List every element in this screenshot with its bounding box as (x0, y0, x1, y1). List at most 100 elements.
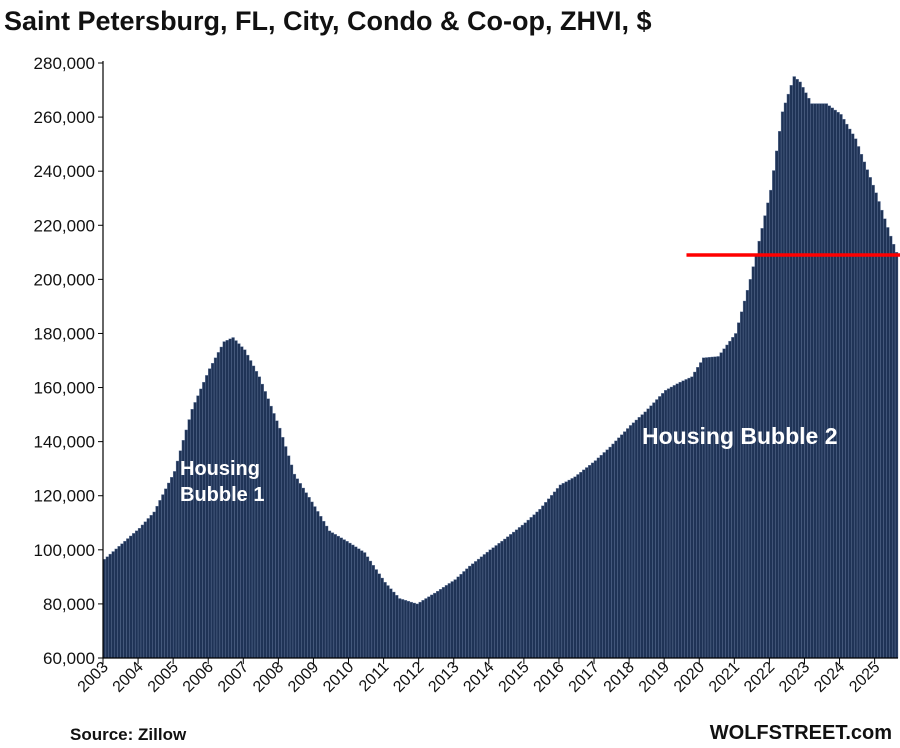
bar (418, 601, 422, 659)
bar (190, 409, 194, 659)
bar (126, 538, 130, 659)
bar (693, 371, 697, 659)
bar (351, 544, 355, 659)
bar (386, 585, 390, 659)
x-tick-label: 2020 (671, 659, 708, 696)
bar (421, 600, 425, 659)
bar (462, 571, 466, 659)
x-tick-label: 2004 (110, 659, 147, 696)
bar (731, 337, 735, 659)
bar (634, 419, 639, 659)
bar (284, 446, 288, 659)
bar (757, 240, 761, 659)
bar (134, 530, 139, 659)
bar (623, 431, 627, 659)
bar (497, 543, 501, 659)
bar (500, 540, 504, 659)
bar (795, 79, 799, 659)
bar (140, 524, 145, 659)
bar (611, 443, 615, 659)
bar (132, 533, 136, 659)
y-tick-label: 140,000 (34, 433, 95, 452)
bar (210, 363, 215, 659)
bar (608, 446, 612, 659)
bar (798, 81, 802, 659)
bar (725, 344, 729, 659)
bar (579, 471, 583, 659)
bar (301, 487, 305, 659)
bar (851, 133, 855, 659)
bar (330, 532, 335, 659)
bar (722, 348, 726, 659)
bar (275, 420, 279, 659)
bar (588, 465, 592, 659)
bar (398, 598, 402, 659)
bar (491, 547, 495, 659)
bar (696, 367, 700, 659)
x-tick-label: 2018 (601, 659, 638, 696)
bar (713, 356, 717, 659)
bar (865, 169, 869, 659)
x-tick-label: 2016 (531, 659, 568, 696)
bar (152, 511, 156, 659)
bar (614, 440, 618, 659)
bar (570, 478, 574, 659)
bar (739, 311, 744, 659)
bar (327, 530, 332, 659)
x-tick-label: 2013 (425, 659, 462, 696)
bar (178, 450, 183, 659)
bar (593, 460, 598, 659)
bar (365, 556, 370, 659)
bar (345, 541, 349, 659)
bar (842, 119, 846, 659)
bar (117, 546, 121, 659)
bar (161, 494, 165, 659)
bar (631, 422, 636, 659)
bar (552, 491, 557, 659)
bar (889, 235, 893, 659)
bar (523, 522, 527, 659)
bar (108, 553, 112, 659)
x-tick-label: 2021 (706, 659, 743, 696)
bar (848, 128, 852, 659)
bar (699, 362, 703, 659)
bar (172, 471, 177, 659)
bar (833, 109, 837, 659)
x-tick-label: 2010 (320, 659, 357, 696)
x-tick-label: 2014 (460, 659, 497, 696)
bar (821, 103, 826, 659)
bar (845, 123, 849, 659)
bar (576, 474, 580, 659)
bar (637, 417, 641, 659)
bar (620, 434, 624, 659)
bar (605, 449, 609, 659)
bar (193, 402, 197, 659)
bar (371, 565, 375, 659)
bar (362, 552, 367, 659)
y-tick-label: 80,000 (43, 595, 95, 614)
bar (339, 537, 343, 659)
bar (775, 150, 779, 659)
bar (313, 506, 317, 659)
x-tick-label: 2008 (250, 659, 287, 696)
bar (278, 427, 282, 659)
bar (368, 560, 373, 659)
bar (479, 556, 484, 659)
y-tick-label: 200,000 (34, 270, 95, 289)
bar (737, 322, 741, 659)
bar (395, 595, 399, 659)
bar (281, 437, 285, 659)
bar (324, 525, 329, 659)
bar (535, 511, 539, 659)
bar (582, 469, 586, 659)
bar (772, 170, 776, 659)
bar (453, 579, 457, 659)
source-note: Source: Zillow (70, 725, 187, 744)
bar (856, 146, 861, 659)
bar (719, 352, 723, 659)
bar (444, 585, 449, 659)
bar (538, 509, 542, 659)
bar (143, 521, 148, 659)
bar (456, 576, 460, 659)
